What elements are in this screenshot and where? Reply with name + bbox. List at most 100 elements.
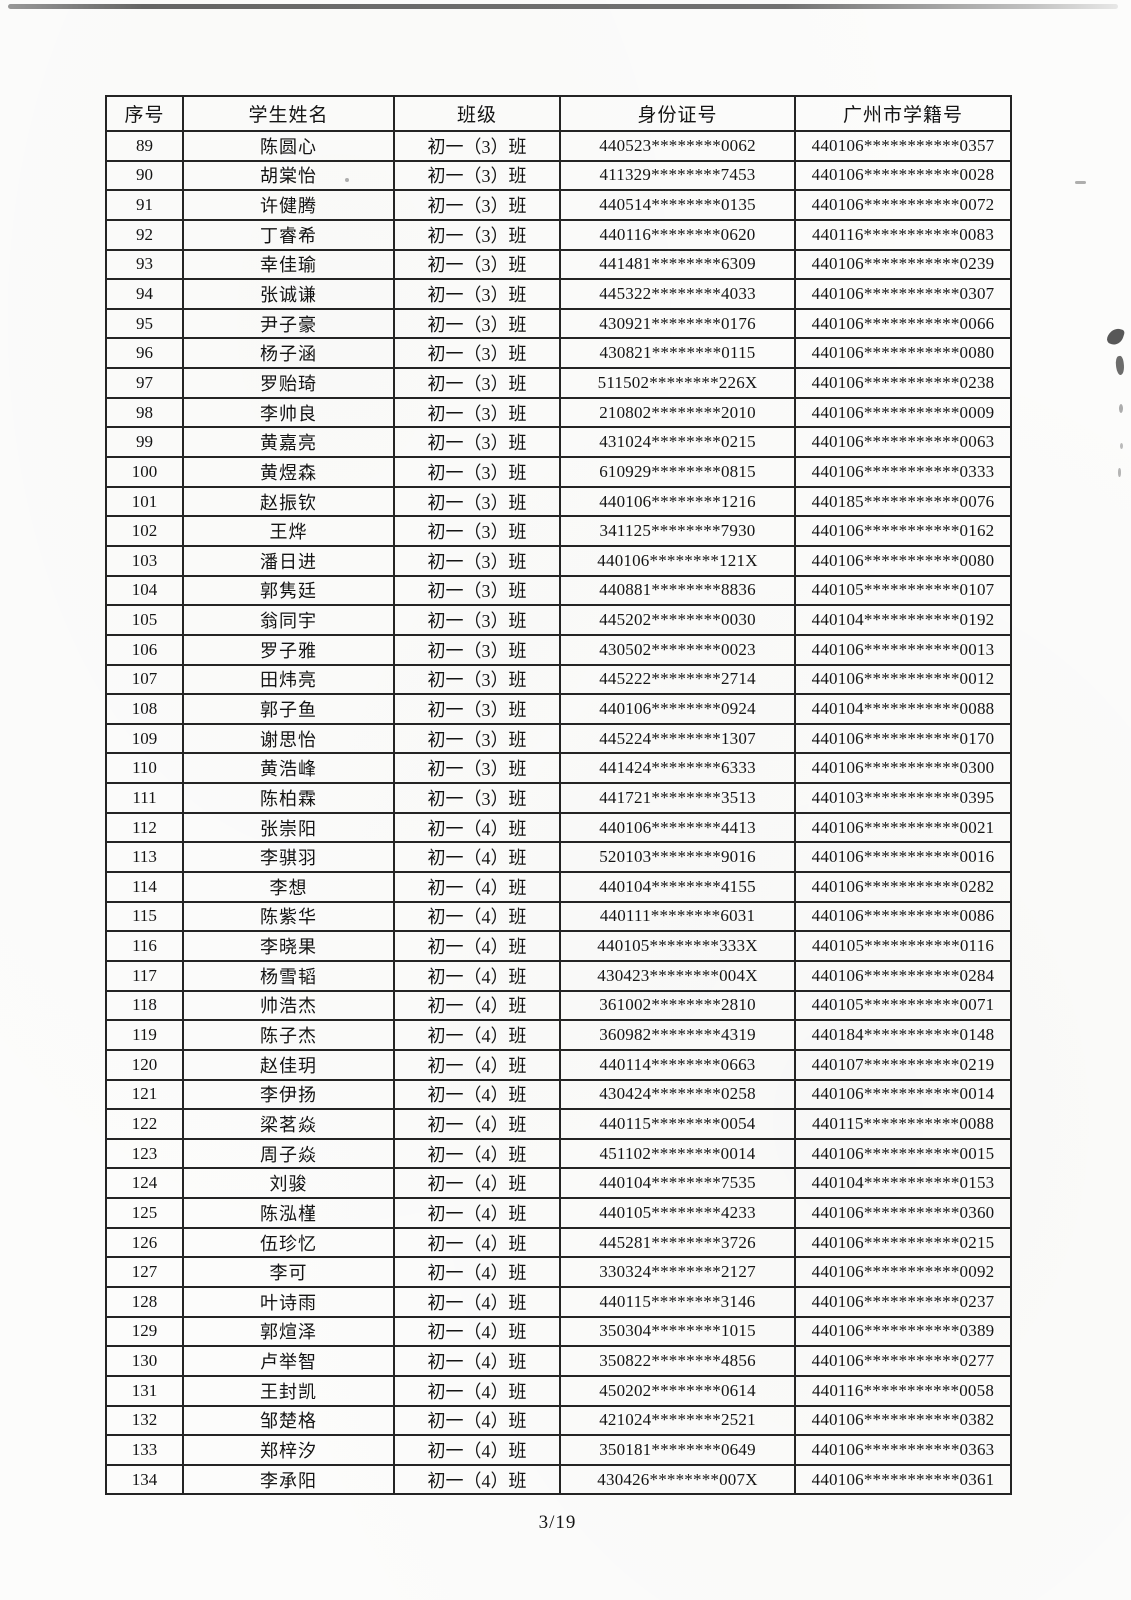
cell-student-name: 卢举智 [182,1345,395,1377]
table-row: 116 李晓果 初一（4）班 440105********333X 440105… [105,930,1012,962]
cell-student-number: 440106***********0363 [794,1434,1012,1466]
cell-index: 90 [105,159,184,192]
cell-index: 110 [105,752,184,785]
cell-student-number: 440106***********0389 [794,1315,1012,1348]
cell-student-name: 田炜亮 [182,663,395,696]
cell-class: 初一（4）班 [393,871,561,903]
cell-class: 初一（3）班 [393,396,561,429]
cell-student-name: 陈子杰 [182,1019,395,1051]
cell-student-name: 杨子涵 [182,337,395,370]
cell-id-number: 440881********8836 [559,574,796,607]
cell-id-number: 440114********0663 [559,1048,796,1081]
cell-class: 初一（4）班 [393,1285,561,1318]
cell-student-name: 黄嘉亮 [182,426,395,459]
cell-student-number: 440106***********0009 [794,396,1012,429]
cell-id-number: 450202********0614 [559,1374,796,1407]
cell-class: 初一（4）班 [393,1256,561,1288]
cell-index: 95 [105,307,184,340]
table-row: 129 郭煊泽 初一（4）班 350304********1015 440106… [105,1315,1012,1348]
cell-id-number: 440115********3146 [559,1285,796,1318]
cell-class: 初一（4）班 [393,1048,561,1081]
cell-id-number: 440523********0062 [559,130,796,162]
cell-student-number: 440106***********0361 [794,1463,1012,1496]
table-row: 123 周子焱 初一（4）班 451102********0014 440106… [105,1137,1012,1170]
cell-index: 100 [105,456,184,488]
table-row: 118 帅浩杰 初一（4）班 361002********2810 440105… [105,989,1012,1022]
cell-student-name: 翁同宇 [182,604,395,636]
cell-class: 初一（3）班 [393,130,561,162]
cell-id-number: 440514********0135 [559,189,796,221]
cell-student-name: 王封凯 [182,1374,395,1407]
cell-class: 初一（3）班 [393,307,561,340]
cell-student-number: 440106***********0357 [794,130,1012,162]
cell-class: 初一（3）班 [393,337,561,370]
table-row: 104 郭隽廷 初一（3）班 440881********8836 440105… [105,574,1012,607]
cell-class: 初一（4）班 [393,959,561,992]
cell-student-number: 440106***********0021 [794,811,1012,844]
cell-student-number: 440106***********0215 [794,1226,1012,1259]
cell-student-name: 李帅良 [182,396,395,429]
cell-class: 初一（3）班 [393,159,561,192]
cell-class: 初一（4）班 [393,1078,561,1111]
cell-student-name: 李承阳 [182,1463,395,1496]
cell-id-number: 411329********7453 [559,159,796,192]
column-header-index: 序号 [105,95,184,132]
column-header-id-number: 身份证号 [559,95,796,132]
cell-student-number: 440106***********0360 [794,1197,1012,1229]
table-row: 92 丁睿希 初一（3）班 440116********0620 440116*… [105,218,1012,251]
table-row: 119 陈子杰 初一（4）班 360982********4319 440184… [105,1019,1012,1051]
cell-id-number: 360982********4319 [559,1019,796,1051]
table-row: 108 郭子鱼 初一（3）班 440106********0924 440104… [105,693,1012,725]
cell-student-number: 440106***********0028 [794,159,1012,192]
cell-student-name: 赵振钦 [182,485,395,518]
cell-student-name: 郭隽廷 [182,574,395,607]
cell-student-number: 440106***********0013 [794,633,1012,666]
cell-id-number: 440115********0054 [559,1108,796,1140]
cell-student-number: 440105***********0116 [794,930,1012,962]
cell-index: 127 [105,1256,184,1288]
cell-id-number: 445322********4033 [559,278,796,310]
cell-student-name: 许健腾 [182,189,395,221]
cell-class: 初一（3）班 [393,367,561,399]
cell-id-number: 520103********9016 [559,841,796,874]
table-row: 95 尹子豪 初一（3）班 430921********0176 440106*… [105,307,1012,340]
cell-student-name: 周子焱 [182,1137,395,1170]
cell-student-name: 帅浩杰 [182,989,395,1022]
table-row: 121 李伊扬 初一（4）班 430424********0258 440106… [105,1078,1012,1111]
cell-student-number: 440106***********0012 [794,663,1012,696]
cell-class: 初一（3）班 [393,248,561,281]
scan-artifact [1120,443,1123,449]
cell-student-number: 440106***********0092 [794,1256,1012,1288]
table-row: 111 陈柏霖 初一（3）班 441721********3513 440103… [105,782,1012,814]
cell-student-number: 440106***********0162 [794,515,1012,547]
cell-id-number: 210802********2010 [559,396,796,429]
cell-class: 初一（3）班 [393,426,561,459]
cell-id-number: 341125********7930 [559,515,796,547]
cell-student-number: 440106***********0239 [794,248,1012,281]
cell-student-name: 邹楚格 [182,1404,395,1437]
cell-class: 初一（3）班 [393,693,561,725]
cell-index: 89 [105,130,184,162]
cell-student-number: 440106***********0300 [794,752,1012,785]
cell-class: 初一（3）班 [393,574,561,607]
cell-student-name: 陈圆心 [182,130,395,162]
cell-class: 初一（4）班 [393,811,561,844]
table-row: 131 王封凯 初一（4）班 450202********0614 440116… [105,1374,1012,1407]
cell-class: 初一（4）班 [393,1197,561,1229]
cell-class: 初一（3）班 [393,752,561,785]
cell-index: 134 [105,1463,184,1496]
cell-class: 初一（4）班 [393,1434,561,1466]
cell-index: 111 [105,782,184,814]
cell-id-number: 350822********4856 [559,1345,796,1377]
cell-student-name: 郭煊泽 [182,1315,395,1348]
cell-student-name: 李骐羽 [182,841,395,874]
cell-student-number: 440106***********0080 [794,337,1012,370]
table-row: 128 叶诗雨 初一（4）班 440115********3146 440106… [105,1285,1012,1318]
cell-student-number: 440106***********0014 [794,1078,1012,1111]
cell-student-name: 陈柏霖 [182,782,395,814]
cell-student-name: 黄浩峰 [182,752,395,785]
cell-index: 132 [105,1404,184,1437]
cell-index: 102 [105,515,184,547]
cell-student-name: 潘日进 [182,544,395,577]
cell-student-name: 郑梓汐 [182,1434,395,1466]
